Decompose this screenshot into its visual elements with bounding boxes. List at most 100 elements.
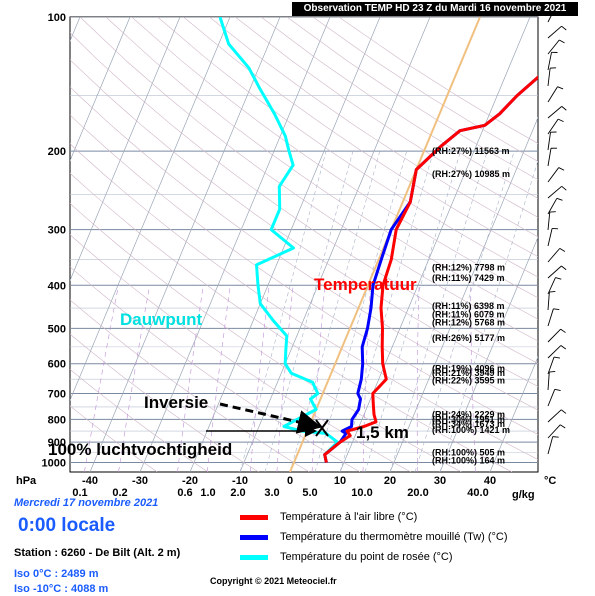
wind-barb <box>547 277 556 295</box>
isotherm-line <box>189 17 381 472</box>
level-label: (RH:12%) 7798 m <box>432 263 505 273</box>
mixing-ratio-line <box>118 285 150 472</box>
mixing-ratio-line <box>84 285 119 472</box>
wind-barb <box>547 132 551 151</box>
wind-barb-flag <box>559 39 565 44</box>
mixing-tick-label: 0.2 <box>112 487 127 499</box>
wind-barb <box>547 265 562 279</box>
wind-barb <box>547 389 556 407</box>
wind-barb-flag <box>549 371 556 373</box>
temp-tick-label: -20 <box>182 475 198 487</box>
chart-title: Observation TEMP HD 23 Z du Mardi 16 nov… <box>292 2 578 16</box>
mixing-tick-label: 1.0 <box>200 487 215 499</box>
mixing-tick-label: 40.0 <box>467 487 488 499</box>
wind-barb-flag <box>560 409 567 414</box>
legend-swatch-wetbulb <box>240 534 268 540</box>
wind-barb-flag <box>555 277 562 280</box>
wind-barb <box>547 292 550 311</box>
wind-barb-flag <box>560 328 566 333</box>
temp-tick-label: 0 <box>287 475 293 487</box>
dry-adiabat <box>131 17 538 299</box>
mixing-ratio-line <box>207 285 231 472</box>
local-time: 0:00 locale <box>18 515 116 536</box>
moist-adiabat <box>364 151 461 472</box>
dry-adiabat <box>235 17 538 218</box>
moist-adiabat <box>389 151 488 472</box>
dry-adiabat <box>70 143 538 460</box>
wind-barb <box>547 39 560 55</box>
level-label: (RH:11%) 7429 m <box>432 273 505 283</box>
pressure-tick-label: 200 <box>48 146 66 158</box>
mixing-tick-label: 10.0 <box>351 487 372 499</box>
wind-barb <box>547 248 561 263</box>
legend-item-wetbulb: Température du thermomètre mouillé (Tw) … <box>240 531 508 547</box>
level-label: (RH:100%) 1421 m <box>432 425 510 435</box>
wind-barb <box>547 436 554 455</box>
dry-adiabat <box>70 86 538 411</box>
mixing-tick-label: 3.0 <box>264 487 279 499</box>
pressure-tick-label: 900 <box>48 437 66 449</box>
inversion-arrow <box>219 402 322 434</box>
legend-label-dewpoint: Température du point de rosée (°C) <box>280 551 453 563</box>
wind-barb-flag <box>561 185 567 191</box>
wind-barb <box>547 118 559 135</box>
wind-barb <box>547 409 562 423</box>
wind-barbs <box>547 5 567 455</box>
wind-barb <box>547 185 562 199</box>
level-label: (RH:27%) 11563 m <box>432 146 510 156</box>
dry-adiabat <box>70 114 538 435</box>
dry-adiabat <box>70 32 538 364</box>
isotherm-line <box>70 17 231 402</box>
level-label: (RH:26%) 5177 m <box>432 333 505 343</box>
wind-barb-flag <box>553 356 561 359</box>
x-unit-label: °C <box>544 475 556 487</box>
wind-barb-flag <box>561 25 567 31</box>
dry-adiabat <box>70 299 310 472</box>
moist-adiabat <box>264 151 354 472</box>
annotations: Temperatuur Dauwpunt Inversie 1,5 km 100% lu… <box>48 275 417 459</box>
dry-adiabat <box>70 266 361 472</box>
mixing-ratio-line <box>311 285 326 472</box>
wind-barb <box>547 424 561 439</box>
isotherm-line <box>89 17 281 472</box>
dry-adiabat <box>70 368 208 472</box>
dry-adiabat <box>157 17 538 278</box>
moist-adiabat <box>314 151 407 472</box>
chart-grid <box>70 17 538 472</box>
wind-barb-flag <box>556 197 563 201</box>
pressure-tick-label: 500 <box>48 323 66 335</box>
dry-adiabat <box>70 234 411 472</box>
pressure-tick-label: 700 <box>48 389 66 401</box>
series-layer <box>218 17 538 463</box>
y-unit-label: hPa <box>16 475 37 487</box>
moist-adiabat <box>339 151 434 472</box>
wind-barb-flag <box>557 86 564 90</box>
annotation-100-luchtvochtigheid: 100% luchtvochtigheid <box>48 440 232 459</box>
level-label: (RH:22%) 3595 m <box>432 376 505 386</box>
level-label: (RH:11%) 6079 m <box>432 309 505 319</box>
wind-barb-flag <box>559 424 566 429</box>
wind-barb <box>547 148 552 167</box>
dry-adiabat <box>70 172 513 472</box>
wind-barb-flag <box>557 118 564 123</box>
copyright: Copyright © 2021 Meteociel.fr <box>210 576 337 586</box>
wind-barb <box>547 372 550 391</box>
pressure-tick-label: 300 <box>48 225 66 237</box>
dry-adiabat <box>79 17 538 342</box>
level-label: (RH:34%) 1673 m <box>432 419 505 429</box>
annotation-dauwpunt: Dauwpunt <box>120 310 202 329</box>
moist-adiabat <box>289 151 381 472</box>
mixing-ratio-line <box>177 285 204 472</box>
series-line-temperature <box>323 75 538 463</box>
station-label: Station : 6260 - De Bilt (Alt. 2 m) <box>14 547 181 559</box>
isotherm-line <box>70 17 181 282</box>
legend-item-temperature: Température à l'air libre (°C) <box>240 511 417 527</box>
level-label: (RH:24%) 2229 m <box>432 409 505 419</box>
temp-tick-label: 10 <box>334 475 346 487</box>
date-label: Mercredi 17 novembre 2021 <box>14 497 159 509</box>
mixing-ratio-line <box>470 285 477 472</box>
wind-barb <box>547 52 552 71</box>
pressure-tick-label: 400 <box>48 280 66 292</box>
